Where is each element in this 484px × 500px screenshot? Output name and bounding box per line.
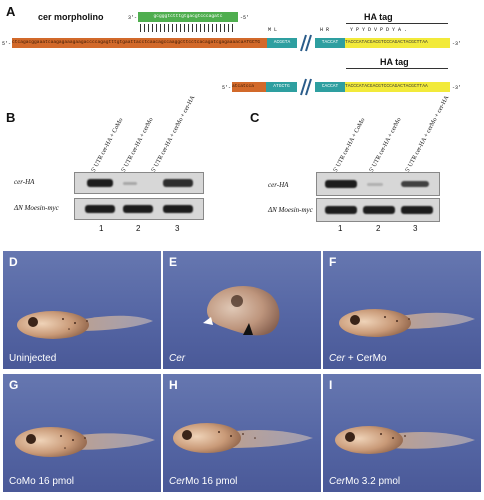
coding-start-sequence: ACGGTA [267, 38, 297, 48]
embryo-caption-e: Cer [169, 353, 186, 364]
tadpole-normal-g [15, 427, 155, 457]
mutant-5-prime: 5'- [222, 85, 232, 91]
embryo-caption-h: CerMo 16 pmol [169, 476, 238, 487]
row-label-b-1: cer-HA [14, 178, 35, 186]
band-b-top-2 [123, 182, 137, 185]
col-label-c-3: 5' UTR cer-HA + cerMo + cer-HA [404, 94, 451, 174]
embryo-panel-h: H CerMo 16 pmol [163, 374, 321, 492]
embryo-caption-d: Uninjected [9, 353, 57, 364]
aa-left: M L [268, 27, 278, 33]
white-arrowhead [203, 317, 213, 325]
band-c-top-1 [325, 180, 357, 188]
ha-tag-line-bottom [346, 68, 448, 69]
mutant-3-prime: -3' [452, 85, 462, 91]
row-label-c-2: ΔN Moesin-myc [268, 206, 313, 214]
band-b-bottom-3 [163, 205, 193, 213]
morpholino-label: cer morpholino [38, 12, 104, 22]
black-arrowhead [243, 323, 253, 335]
band-b-bottom-1 [85, 205, 115, 213]
morpholino-sequence: gcgggtctttgtgacgtcccagatc [138, 12, 238, 22]
band-b-top-3 [163, 179, 193, 187]
mutant-utr-sequence: atcatcca [232, 82, 266, 92]
embryo-caption-g: CoMo 16 pmol [9, 476, 75, 487]
band-c-top-2 [367, 183, 383, 186]
band-b-top-1 [87, 179, 113, 187]
tadpole-normal-f [339, 309, 475, 337]
mo-5-prime: -5' [240, 15, 250, 21]
row-label-b-2: ΔN Moesin-myc [14, 204, 59, 212]
embryo-panel-d: D Uninjected [3, 251, 161, 369]
ha-tag-label-bottom: HA tag [380, 57, 409, 67]
ha-sequence: TACCCATACGACGTCCCAGACTACGCTTAA [345, 38, 450, 48]
tadpole-normal-d [17, 311, 153, 339]
col-label-b-1: 5' UTR cer-HA + CoMo [90, 116, 125, 174]
ha-tag-label-top: HA tag [364, 12, 393, 22]
tadpole-normal-i [335, 426, 475, 454]
panel-c-letter: C [250, 110, 260, 125]
aa-ha: Y P Y D V P D Y A . [350, 27, 408, 33]
lane-b-1: 1 [99, 224, 104, 233]
embryo-panel-f: F Cer + CerMo [323, 251, 481, 369]
band-c-bottom-1 [325, 206, 357, 214]
embryo-panel-i: I CerMo 3.2 pmol [323, 374, 481, 492]
embryo-caption-i: CerMo 3.2 pmol [329, 476, 401, 487]
lane-b-2: 2 [136, 224, 141, 233]
embryo-letter-f: F [329, 255, 337, 269]
break-mark-2 [299, 78, 313, 96]
mutant-coding-start: ATGCTG [266, 82, 297, 92]
row-label-c-1: cer-HA [268, 181, 289, 189]
utr-sequence: ctcagacggaaatcaagagaaagaagaccccagagtttgt… [12, 38, 267, 48]
lane-c-2: 2 [376, 224, 381, 233]
lane-b-3: 3 [175, 224, 180, 233]
col-label-c-2: 5' UTR cer-HA + cerMo [368, 116, 403, 174]
construct-5-prime: 5'- [2, 41, 12, 47]
mutant-coding-end: CACCAT [315, 82, 345, 92]
complementarity-ticks [140, 24, 236, 32]
col-label-b-2: 5' UTR cer-HA + cerMo [120, 116, 155, 174]
lane-c-1: 1 [338, 224, 343, 233]
band-c-top-3 [401, 181, 429, 187]
embryo-panel-e: E Cer [163, 251, 321, 369]
blot-b-bottom [74, 198, 204, 220]
band-c-bottom-2 [363, 206, 395, 214]
coding-end-sequence: TACCAT [315, 38, 345, 48]
col-label-b-3: 5' UTR cer-HA + cerMo + cer-HA [150, 94, 197, 174]
embryo-letter-g: G [9, 378, 19, 392]
mutant-ha-sequence: TACCCATACGACGTCCCAGACTACGCTTAA [345, 82, 450, 92]
panel-a-letter: A [6, 4, 16, 19]
tadpole-normal-h [173, 423, 313, 453]
embryo-panel-g: G CoMo 16 pmol [3, 374, 161, 492]
embryo-letter-i: I [329, 378, 333, 392]
construct-3-prime: -3' [452, 41, 462, 47]
mo-3-prime: 3'- [128, 15, 138, 21]
col-label-c-1: 5' UTR cer-HA + CoMo [332, 116, 367, 174]
panel-b-letter: B [6, 110, 16, 125]
ha-tag-line-top [346, 23, 448, 24]
blot-c-top [316, 172, 440, 196]
band-b-bottom-2 [123, 205, 153, 213]
band-c-bottom-3 [401, 206, 433, 214]
break-mark [299, 34, 313, 52]
embryo-letter-h: H [169, 378, 178, 392]
embryo-cer-e [203, 285, 280, 336]
embryo-letter-d: D [9, 255, 18, 269]
embryo-caption-f: Cer + CerMo [329, 353, 387, 364]
aa-mid: H R [320, 27, 330, 33]
blot-b-top [74, 172, 204, 194]
blot-c-bottom [316, 198, 440, 222]
embryo-letter-e: E [169, 255, 178, 269]
lane-c-3: 3 [413, 224, 418, 233]
